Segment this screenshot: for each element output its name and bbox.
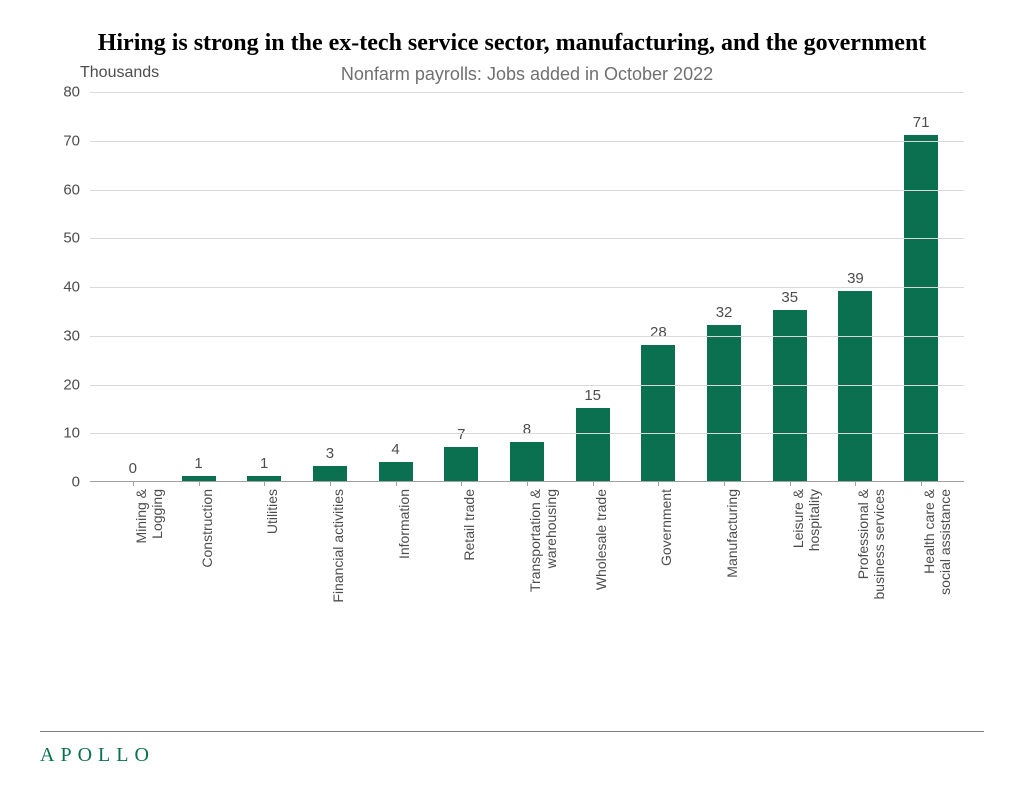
y-tick-label: 60 xyxy=(50,181,80,198)
x-axis-label: Information xyxy=(396,489,412,559)
x-tick xyxy=(790,481,791,486)
gridline xyxy=(90,92,964,93)
gridline xyxy=(90,287,964,288)
footer-divider xyxy=(40,731,984,732)
plot-area: 0113478152832353971 Mining &LoggingConst… xyxy=(90,92,964,482)
gridline xyxy=(90,433,964,434)
bar-value-label: 32 xyxy=(716,304,733,321)
x-axis-label: Wholesale trade xyxy=(593,489,609,590)
y-tick-label: 80 xyxy=(50,84,80,101)
bar xyxy=(641,345,675,482)
bar xyxy=(313,466,347,481)
x-tick xyxy=(133,481,134,486)
bar xyxy=(838,291,872,481)
brand-logo: APOLLO xyxy=(40,744,984,767)
bar-value-label: 15 xyxy=(584,387,601,404)
bar xyxy=(707,325,741,481)
y-tick-label: 0 xyxy=(50,474,80,491)
gridline xyxy=(90,190,964,191)
y-tick-label: 10 xyxy=(50,425,80,442)
x-axis-label: Professional &business services xyxy=(855,489,887,600)
y-tick-label: 20 xyxy=(50,376,80,393)
gridline xyxy=(90,238,964,239)
bar-value-label: 39 xyxy=(847,270,864,287)
x-axis-label: Transportation &warehousing xyxy=(527,489,559,592)
x-axis-label: Retail trade xyxy=(461,489,477,561)
x-axis-label: Leisure &hospitality xyxy=(790,489,822,551)
y-tick-label: 40 xyxy=(50,279,80,296)
x-axis-label: Financial activities xyxy=(330,489,346,603)
y-tick-label: 50 xyxy=(50,230,80,247)
x-tick xyxy=(264,481,265,486)
y-tick-label: 70 xyxy=(50,132,80,149)
bar-value-label: 4 xyxy=(391,441,399,458)
x-tick xyxy=(199,481,200,486)
bar-value-label: 3 xyxy=(326,445,334,462)
bar-value-label: 7 xyxy=(457,426,465,443)
page-title: Hiring is strong in the ex-tech service … xyxy=(40,30,984,57)
chart-container: Hiring is strong in the ex-tech service … xyxy=(0,0,1024,791)
footer: APOLLO xyxy=(40,731,984,767)
gridline xyxy=(90,141,964,142)
y-tick-label: 30 xyxy=(50,327,80,344)
bar-value-label: 35 xyxy=(781,289,798,306)
x-axis-label: Government xyxy=(658,489,674,566)
bar-value-label: 28 xyxy=(650,324,667,341)
gridline xyxy=(90,336,964,337)
bar-value-label: 8 xyxy=(523,421,531,438)
gridline xyxy=(90,385,964,386)
chart-subtitle: Nonfarm payrolls: Jobs added in October … xyxy=(341,64,713,85)
x-tick xyxy=(593,481,594,486)
bar xyxy=(379,462,413,482)
x-axis-label: Health care &social assistance xyxy=(921,489,953,595)
x-tick xyxy=(396,481,397,486)
bar-value-label: 0 xyxy=(129,460,137,477)
bar xyxy=(510,442,544,481)
x-tick xyxy=(724,481,725,486)
bar xyxy=(904,135,938,481)
x-axis-label: Mining &Logging xyxy=(133,489,165,543)
x-tick xyxy=(527,481,528,486)
x-axis-label: Manufacturing xyxy=(724,489,740,578)
x-tick xyxy=(855,481,856,486)
bar-value-label: 1 xyxy=(260,455,268,472)
x-axis-label: Utilities xyxy=(264,489,280,534)
bar-value-label: 71 xyxy=(913,114,930,131)
x-tick xyxy=(330,481,331,486)
x-tick xyxy=(658,481,659,486)
chart-area: Thousands Nonfarm payrolls: Jobs added i… xyxy=(90,92,964,652)
bar xyxy=(576,408,610,481)
x-tick xyxy=(921,481,922,486)
x-tick xyxy=(461,481,462,486)
y-axis-title: Thousands xyxy=(80,64,159,82)
bar xyxy=(444,447,478,481)
x-axis-label: Construction xyxy=(199,489,215,568)
bar-value-label: 1 xyxy=(194,455,202,472)
